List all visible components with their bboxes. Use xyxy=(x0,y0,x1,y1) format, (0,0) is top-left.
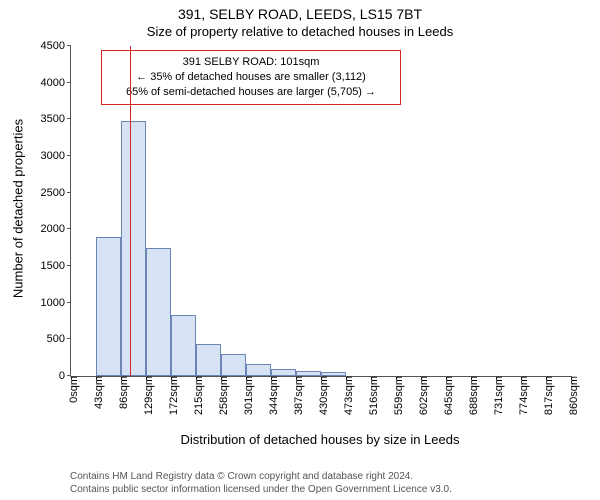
y-tick-label: 3500 xyxy=(41,113,71,125)
x-tick-label: 473sqm xyxy=(337,376,355,415)
plot-area: 391 SELBY ROAD: 101sqm ← 35% of detached… xyxy=(70,46,571,377)
x-tick-label: 516sqm xyxy=(362,376,380,415)
histogram-bar xyxy=(171,315,196,376)
y-tick-label: 500 xyxy=(47,333,71,345)
y-tick-mark xyxy=(67,45,71,46)
property-marker-line xyxy=(130,46,131,376)
x-axis-label: Distribution of detached houses by size … xyxy=(70,432,570,447)
histogram-bar xyxy=(96,237,121,376)
x-tick-label: 215sqm xyxy=(187,376,205,415)
x-tick-label: 774sqm xyxy=(512,376,530,415)
histogram-bar xyxy=(121,121,146,376)
histogram-bar xyxy=(246,364,271,376)
x-tick-label: 688sqm xyxy=(462,376,480,415)
chart-title-line2: Size of property relative to detached ho… xyxy=(0,24,600,39)
x-tick-label: 0sqm xyxy=(62,376,80,403)
y-tick-mark xyxy=(67,228,71,229)
y-tick-label: 4500 xyxy=(41,40,71,52)
chart-title-line1: 391, SELBY ROAD, LEEDS, LS15 7BT xyxy=(0,6,600,22)
y-tick-mark xyxy=(67,155,71,156)
x-tick-label: 172sqm xyxy=(162,376,180,415)
x-tick-label: 430sqm xyxy=(312,376,330,415)
x-tick-label: 387sqm xyxy=(287,376,305,415)
y-tick-label: 2000 xyxy=(41,223,71,235)
histogram-bar xyxy=(146,248,171,376)
x-tick-label: 258sqm xyxy=(212,376,230,415)
chart-container: 391, SELBY ROAD, LEEDS, LS15 7BT Size of… xyxy=(0,0,600,500)
x-tick-label: 43sqm xyxy=(87,376,105,409)
y-tick-label: 1500 xyxy=(41,260,71,272)
y-tick-mark xyxy=(67,118,71,119)
y-tick-label: 1000 xyxy=(41,297,71,309)
annotation-box: 391 SELBY ROAD: 101sqm ← 35% of detached… xyxy=(101,50,401,105)
x-tick-label: 817sqm xyxy=(537,376,555,415)
y-tick-label: 4000 xyxy=(41,77,71,89)
x-tick-label: 559sqm xyxy=(387,376,405,415)
y-axis-label: Number of detached properties xyxy=(11,44,26,374)
y-tick-mark xyxy=(67,302,71,303)
annotation-line-2: ← 35% of detached houses are smaller (3,… xyxy=(110,70,392,85)
y-tick-mark xyxy=(67,338,71,339)
y-tick-label: 3000 xyxy=(41,150,71,162)
footer-attribution: Contains HM Land Registry data © Crown c… xyxy=(70,470,452,496)
x-tick-label: 602sqm xyxy=(412,376,430,415)
histogram-bar xyxy=(221,354,246,376)
x-tick-label: 301sqm xyxy=(237,376,255,415)
x-tick-label: 860sqm xyxy=(562,376,580,415)
x-tick-label: 129sqm xyxy=(137,376,155,415)
x-tick-label: 645sqm xyxy=(437,376,455,415)
histogram-bar xyxy=(196,344,221,376)
y-tick-label: 2500 xyxy=(41,187,71,199)
footer-line-1: Contains HM Land Registry data © Crown c… xyxy=(70,470,452,483)
histogram-bar xyxy=(271,369,296,376)
y-tick-mark xyxy=(67,265,71,266)
annotation-line-1: 391 SELBY ROAD: 101sqm xyxy=(110,55,392,70)
x-tick-label: 731sqm xyxy=(487,376,505,415)
x-tick-label: 86sqm xyxy=(112,376,130,409)
y-tick-mark xyxy=(67,82,71,83)
annotation-line-3: 65% of semi-detached houses are larger (… xyxy=(110,85,392,100)
footer-line-2: Contains public sector information licen… xyxy=(70,483,452,496)
y-tick-mark xyxy=(67,192,71,193)
x-tick-label: 344sqm xyxy=(262,376,280,415)
